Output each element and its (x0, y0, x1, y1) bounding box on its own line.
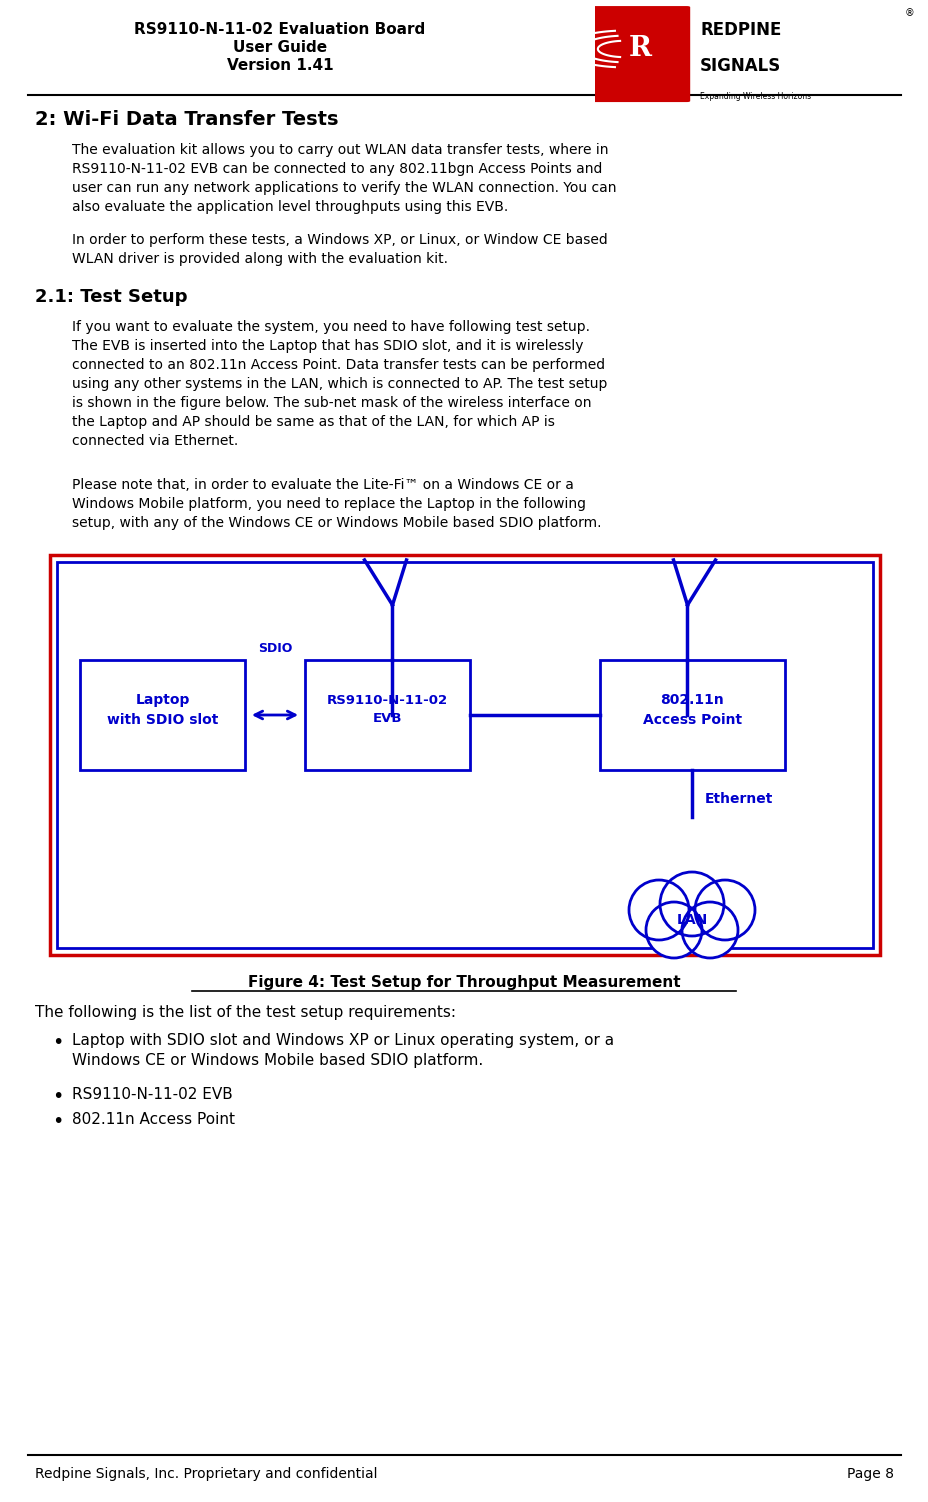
Text: RS9110-N-11-02 Evaluation Board: RS9110-N-11-02 Evaluation Board (135, 23, 425, 38)
Text: The following is the list of the test setup requirements:: The following is the list of the test se… (35, 1005, 456, 1020)
Bar (304, 659, 470, 771)
Text: Page 8: Page 8 (846, 1467, 893, 1481)
Circle shape (628, 880, 689, 940)
Circle shape (659, 873, 723, 936)
Text: Version 1.41: Version 1.41 (226, 59, 333, 74)
Text: The evaluation kit allows you to carry out WLAN data transfer tests, where in
RS: The evaluation kit allows you to carry o… (72, 143, 616, 213)
Text: User Guide: User Guide (233, 41, 327, 56)
Text: RS9110-N-11-02
EVB: RS9110-N-11-02 EVB (327, 694, 447, 725)
Text: Please note that, in order to evaluate the Lite-Fi™ on a Windows CE or a
Windows: Please note that, in order to evaluate t… (72, 478, 600, 530)
Circle shape (645, 903, 702, 958)
FancyBboxPatch shape (590, 6, 690, 102)
Text: If you want to evaluate the system, you need to have following test setup.
The E: If you want to evaluate the system, you … (72, 320, 607, 448)
Text: LAN: LAN (676, 913, 707, 927)
Text: 802.11n Access Point: 802.11n Access Point (72, 1111, 235, 1126)
Bar (50, 556, 879, 955)
Text: 802.11n
Access Point: 802.11n Access Point (642, 694, 741, 727)
Circle shape (681, 903, 737, 958)
Text: ®: ® (904, 8, 913, 18)
Text: Ethernet: Ethernet (703, 792, 772, 807)
Text: RS9110-N-11-02 EVB: RS9110-N-11-02 EVB (72, 1087, 233, 1102)
Text: In order to perform these tests, a Windows XP, or Linux, or Window CE based
WLAN: In order to perform these tests, a Windo… (72, 233, 607, 266)
Text: Expanding Wireless Horizons: Expanding Wireless Horizons (700, 93, 810, 102)
Text: •: • (52, 1087, 63, 1105)
Text: R: R (628, 36, 651, 63)
Circle shape (694, 880, 754, 940)
Text: SDIO: SDIO (258, 641, 292, 655)
Bar (80, 659, 245, 771)
Text: •: • (52, 1111, 63, 1131)
Text: Redpine Signals, Inc. Proprietary and confidential: Redpine Signals, Inc. Proprietary and co… (35, 1467, 377, 1481)
Text: •: • (52, 1033, 63, 1051)
Text: REDPINE: REDPINE (700, 21, 780, 39)
Text: Laptop with SDIO slot and Windows XP or Linux operating system, or a
Windows CE : Laptop with SDIO slot and Windows XP or … (72, 1033, 613, 1068)
Bar (599, 659, 784, 771)
Text: 2.1: Test Setup: 2.1: Test Setup (35, 288, 187, 306)
Text: SIGNALS: SIGNALS (700, 57, 780, 75)
Text: 2: Wi-Fi Data Transfer Tests: 2: Wi-Fi Data Transfer Tests (35, 110, 338, 129)
Bar (57, 562, 872, 948)
Text: Laptop
with SDIO slot: Laptop with SDIO slot (107, 694, 218, 727)
Text: Figure 4: Test Setup for Throughput Measurement: Figure 4: Test Setup for Throughput Meas… (248, 975, 679, 990)
